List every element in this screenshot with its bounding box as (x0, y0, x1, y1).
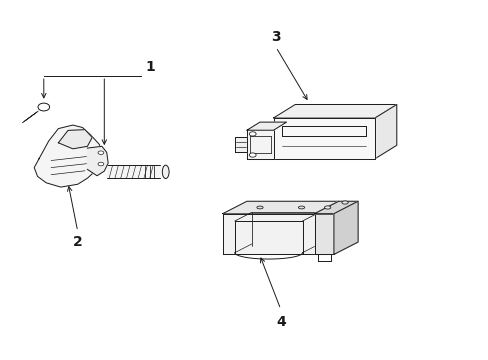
Text: 1: 1 (145, 60, 155, 75)
Ellipse shape (249, 153, 256, 157)
Polygon shape (314, 214, 333, 255)
Polygon shape (273, 104, 396, 118)
Ellipse shape (249, 132, 256, 136)
Polygon shape (223, 201, 338, 214)
Text: 3: 3 (270, 30, 280, 44)
Text: 2: 2 (73, 235, 82, 249)
Polygon shape (234, 137, 246, 152)
Ellipse shape (298, 206, 304, 209)
Ellipse shape (324, 206, 330, 209)
Polygon shape (273, 118, 374, 159)
Ellipse shape (341, 201, 347, 204)
Polygon shape (106, 166, 160, 178)
Polygon shape (314, 201, 357, 214)
Ellipse shape (98, 162, 103, 166)
Ellipse shape (256, 206, 263, 209)
Polygon shape (314, 201, 338, 255)
Polygon shape (333, 201, 357, 255)
Polygon shape (58, 130, 92, 149)
Text: 4: 4 (275, 315, 285, 329)
Ellipse shape (98, 151, 103, 154)
Polygon shape (374, 104, 396, 159)
Polygon shape (246, 130, 273, 159)
Ellipse shape (162, 165, 169, 179)
Polygon shape (87, 146, 108, 176)
Polygon shape (34, 125, 102, 187)
Ellipse shape (38, 103, 49, 111)
Polygon shape (246, 122, 286, 130)
Polygon shape (223, 214, 314, 255)
